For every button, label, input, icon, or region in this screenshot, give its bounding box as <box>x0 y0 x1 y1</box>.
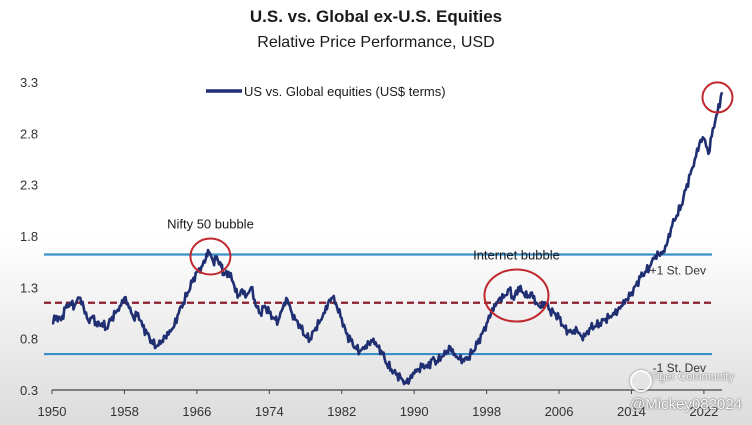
y-tick-label: 0.3 <box>20 383 38 398</box>
stdev-label: -1 St. Dev <box>653 361 706 375</box>
y-tick-label: 2.3 <box>20 178 38 193</box>
stdev-label: +1 St. Dev <box>650 263 706 277</box>
x-tick-label: 1950 <box>38 404 67 419</box>
y-axis: 0.3 0.8 1.3 1.8 2.3 2.8 3.3 <box>20 75 38 398</box>
annotation-circle <box>189 237 232 276</box>
series-layer <box>51 91 724 386</box>
y-tick-label: 1.3 <box>20 280 38 295</box>
y-tick-label: 3.3 <box>20 75 38 90</box>
annotation-circle <box>483 268 550 323</box>
x-tick-label: 2022 <box>689 404 718 419</box>
y-tick-label: 0.8 <box>20 332 38 347</box>
legend: US vs. Global equities (US$ terms) <box>206 84 446 99</box>
series-line-us-vs-global <box>51 91 724 386</box>
legend-label: US vs. Global equities (US$ terms) <box>244 84 446 99</box>
x-tick-label: 2006 <box>545 404 574 419</box>
x-tick-label: 1958 <box>110 404 139 419</box>
annotation-label: Nifty 50 bubble <box>167 217 254 232</box>
x-tick-label: 1990 <box>400 404 429 419</box>
annotations: Nifty 50 bubble Internet bubble <box>167 81 734 323</box>
reference-lines: +1 St. Dev -1 St. Dev <box>44 253 712 375</box>
x-axis: 1950 1958 1966 1974 1982 1990 1998 2006 2014 2022 <box>38 390 718 419</box>
y-tick-label: 2.8 <box>20 126 38 141</box>
x-tick-label: 1982 <box>327 404 356 419</box>
annotation-label: Internet bubble <box>473 248 560 263</box>
annotation-circle <box>701 81 734 114</box>
chart-subtitle: Relative Price Performance, USD <box>257 34 494 51</box>
x-tick-label: 1974 <box>255 404 284 419</box>
tiger-community-logo-icon <box>630 370 652 392</box>
x-tick-label: 2014 <box>617 404 646 419</box>
watermark-handle: @Mickey082024 <box>630 396 742 413</box>
watermark-community: Tiger Community <box>650 371 734 383</box>
y-tick-label: 1.8 <box>20 229 38 244</box>
x-tick-label: 1966 <box>182 404 211 419</box>
chart-title: U.S. vs. Global ex-U.S. Equities <box>250 7 502 26</box>
x-tick-label: 1998 <box>472 404 501 419</box>
